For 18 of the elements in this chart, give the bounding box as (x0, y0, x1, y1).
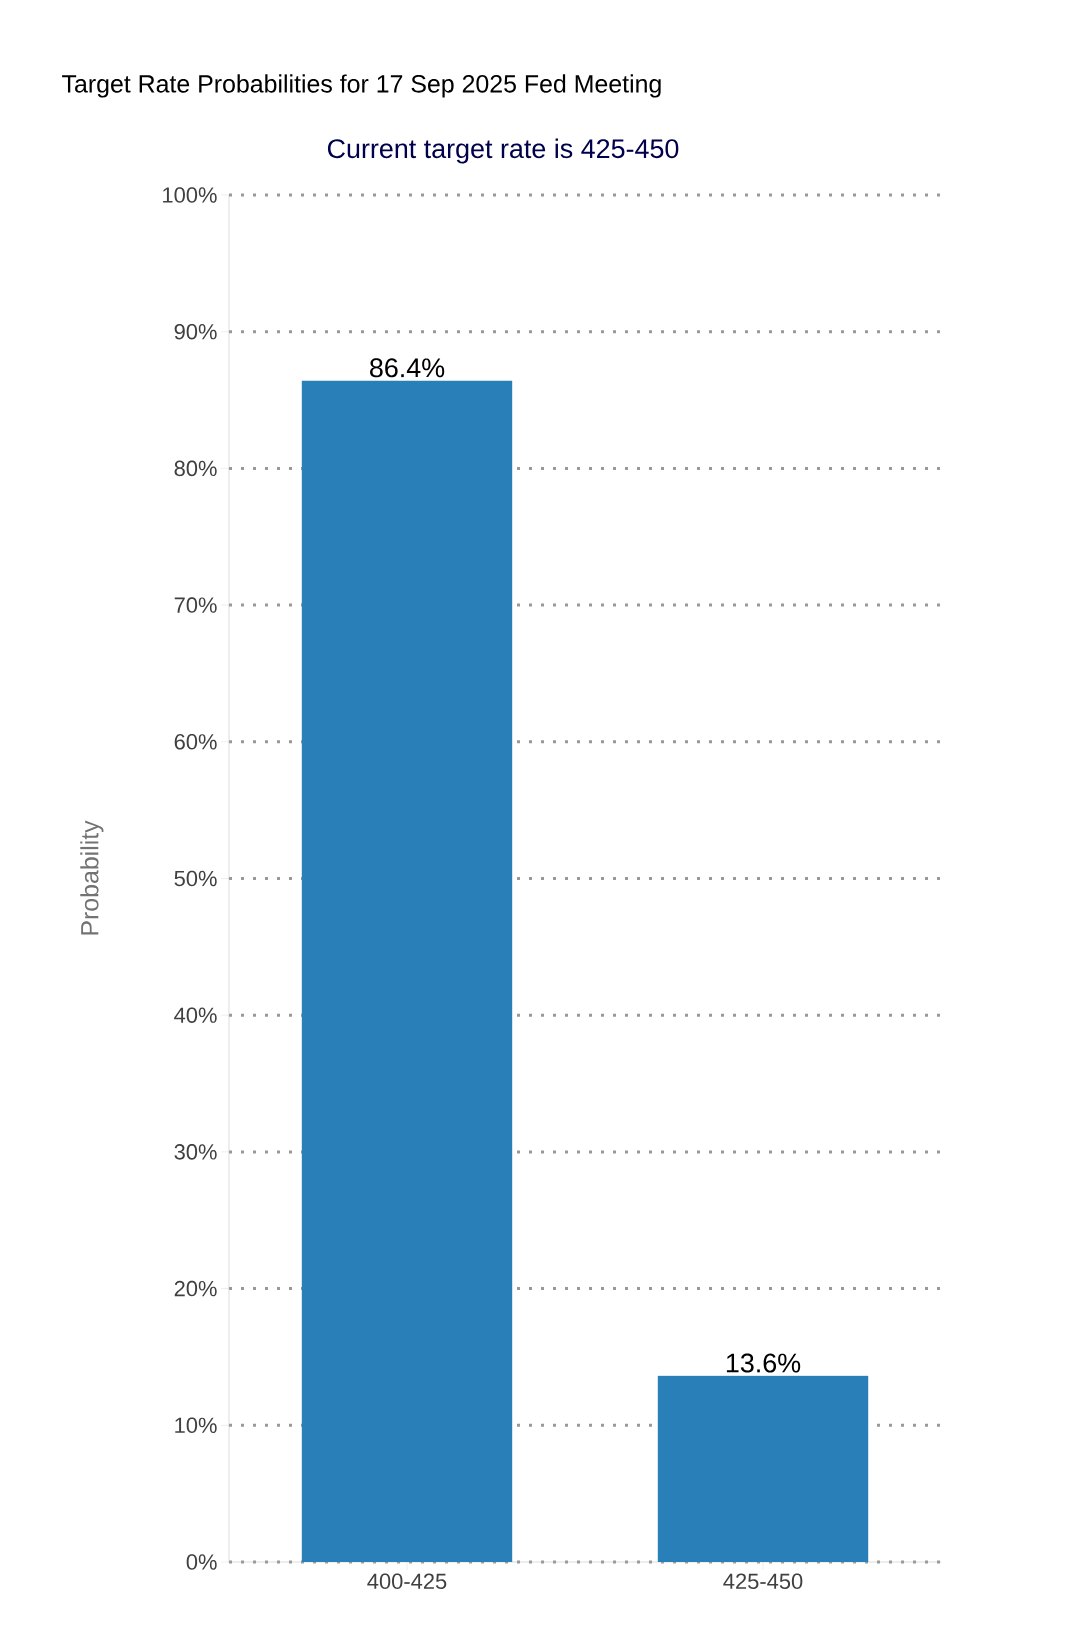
y-tick-label: 40% (174, 1007, 217, 1023)
y-tick-label: 30% (174, 1144, 217, 1160)
y-tick-label: 100% (163, 187, 217, 203)
y-tick-label: 60% (174, 734, 217, 750)
x-tick-label: 425-450 (723, 1573, 803, 1590)
data-label: 86.4% (370, 358, 445, 378)
y-tick-label: 90% (174, 323, 217, 340)
y-tick-label: 50% (174, 870, 217, 887)
y-tick-label: 0% (186, 1554, 217, 1570)
y-tick-label: 80% (174, 460, 217, 477)
y-tick-label: 10% (175, 1417, 217, 1434)
x-tick-label: 400-425 (367, 1573, 447, 1590)
y-axis-title: Probability (80, 820, 104, 935)
y-tick-label: 20% (174, 1280, 217, 1297)
chart-subtitle: Current target rate is 425-450 (327, 138, 679, 164)
chart-title: Target Rate Probabilities for 17 Sep 2025 Fed Meeting (62, 74, 661, 98)
y-tick-label: 70% (174, 597, 217, 613)
data-label: 13.6% (726, 1353, 801, 1373)
